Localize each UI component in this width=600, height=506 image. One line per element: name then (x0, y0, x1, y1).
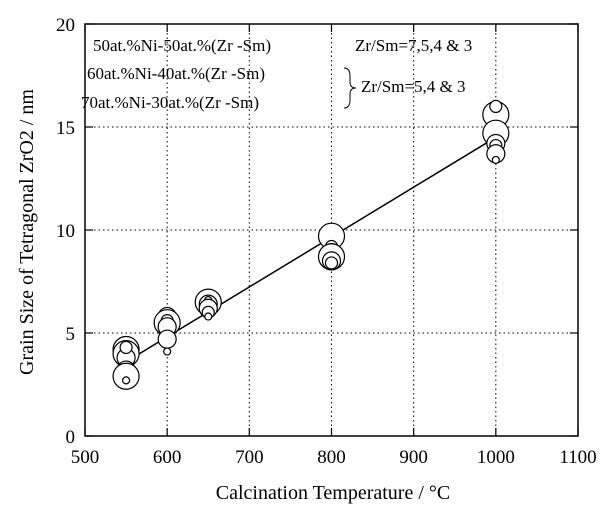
y-tick-label: 10 (56, 221, 75, 242)
legend: 50at.%Ni-50at.%(Zr -Sm) 60at.%Ni-40at.%(… (81, 36, 472, 112)
legend-note-1: Zr/Sm=7,5,4 & 3 (355, 36, 472, 55)
data-point (163, 347, 172, 356)
x-tick-label: 500 (71, 447, 100, 468)
fit-line (125, 136, 497, 363)
x-axis-title: Calcination Temperature / °C (216, 482, 451, 504)
data-point (157, 329, 177, 349)
fit-line-group (125, 136, 497, 363)
x-tick-label: 700 (235, 447, 264, 468)
legend-brace (343, 67, 357, 109)
data-point (491, 155, 500, 165)
axis-ticks (84, 23, 579, 437)
data-point (112, 362, 140, 390)
legend-line-1: 50at.%Ni-50at.%(Zr -Sm) (93, 36, 271, 55)
y-tick-label: 20 (56, 15, 75, 36)
x-tick-label: 600 (153, 447, 182, 468)
x-tick-label: 900 (399, 447, 428, 468)
data-point (119, 340, 133, 355)
legend-line-3: 70at.%Ni-30at.%(Zr -Sm) (81, 93, 259, 112)
data-point (324, 256, 339, 270)
legend-note-2: Zr/Sm=5,4 & 3 (361, 77, 466, 96)
legend-line-2: 60at.%Ni-40at.%(Zr -Sm) (87, 64, 265, 83)
tick-labels: 500 600 700 800 900 1000 1100 0 5 10 15 20 (56, 15, 597, 468)
y-axis-title: Grain Size of Tetragonal ZrO2 / nm (16, 89, 38, 375)
y-tick-label: 5 (66, 324, 76, 345)
y-tick-label: 0 (66, 427, 76, 448)
x-tick-label: 1000 (477, 447, 515, 468)
x-tick-label: 800 (317, 447, 346, 468)
data-point (204, 312, 213, 321)
data-point (489, 99, 503, 114)
y-tick-label: 15 (56, 118, 75, 139)
data-points (112, 99, 510, 390)
x-tick-label: 1100 (559, 447, 596, 468)
data-point (121, 376, 131, 385)
